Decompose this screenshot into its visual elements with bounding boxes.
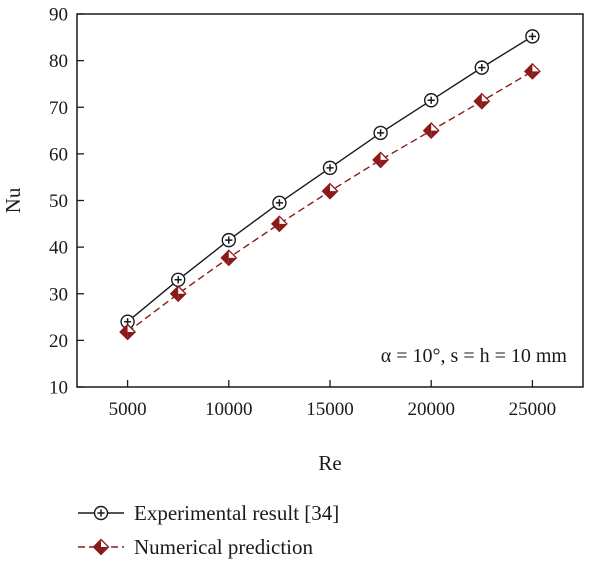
y-tick-label: 60 [49,144,68,165]
y-tick-label: 50 [49,191,68,212]
x-axis: 5000 10000 15000 20000 25000 [109,380,557,420]
y-tick-label: 70 [49,98,68,119]
data-point [321,182,339,200]
data-point [119,323,137,341]
y-axis: 10 20 30 40 50 60 70 80 90 [49,5,84,399]
data-point [270,215,288,233]
x-tick-label: 10000 [205,399,253,420]
series-line [127,35,533,323]
chart-annotation: α = 10°, s = h = 10 mm [381,345,568,367]
series-2 [119,62,541,341]
y-tick-label: 40 [49,238,68,259]
legend: Experimental result [34] Numerical predic… [78,501,339,559]
data-point [373,125,388,141]
data-point [473,92,491,110]
y-axis-title: Nu [1,187,25,213]
x-tick-label: 15000 [306,399,354,420]
x-axis-title: Re [318,451,341,475]
series-layer [119,29,541,341]
data-point [169,285,187,303]
y-tick-label: 30 [49,284,68,305]
y-tick-label: 80 [49,51,68,72]
x-tick-label: 5000 [109,399,147,420]
data-point [272,195,287,211]
x-tick-label: 25000 [509,399,557,420]
y-tick-label: 20 [49,331,68,352]
data-point [170,272,186,287]
y-tick-label: 90 [49,5,68,26]
plot-frame [76,13,584,388]
plot-area [76,13,584,388]
data-point [474,60,489,75]
data-point [523,62,541,80]
legend-entry-1: Experimental result [34] [78,501,339,525]
legend-label: Numerical prediction [134,535,314,559]
data-point [322,160,338,176]
series-1 [120,29,540,329]
data-point [221,232,237,248]
x-tick-label: 20000 [407,399,455,420]
data-point [372,151,390,169]
data-point [120,314,135,329]
y-tick-label: 10 [49,378,68,399]
data-point [220,249,238,267]
data-point [424,93,439,108]
data-point [422,122,440,139]
data-point [525,29,540,44]
legend-entry-2: Numerical prediction [78,535,314,559]
legend-label: Experimental result [34] [134,501,339,525]
legend-marker [93,505,109,521]
series-line [127,70,533,333]
legend-marker [92,538,110,556]
